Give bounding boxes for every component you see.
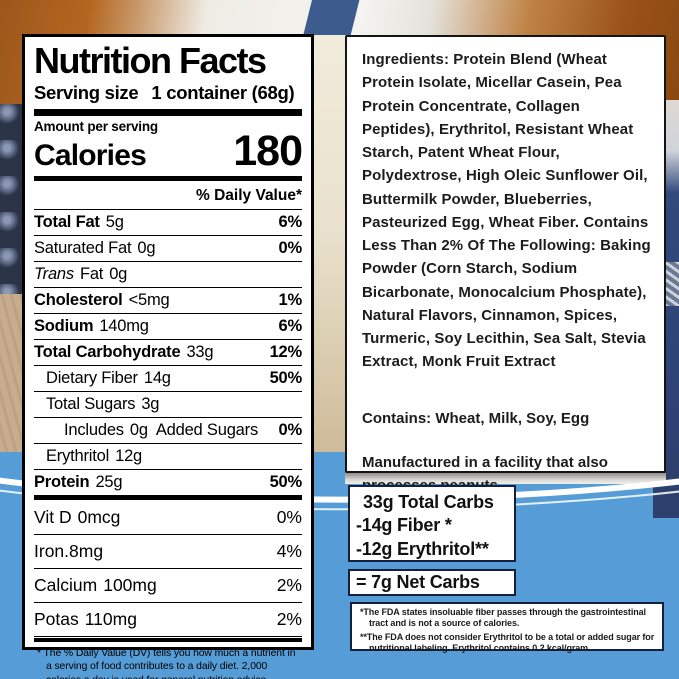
nutrient-amount: 110mg bbox=[84, 608, 137, 629]
thick-divider bbox=[34, 637, 302, 642]
nutrient-name: Vit D bbox=[34, 506, 72, 527]
amount-per-serving-label: Amount per serving bbox=[34, 118, 158, 134]
vitamin-row-calcium: Calcium 100mg 2% bbox=[34, 569, 302, 603]
nutrient-amount: 33g bbox=[186, 343, 214, 362]
nutrient-dv: 2% bbox=[276, 574, 302, 595]
nutrient-name: Total Sugars bbox=[46, 395, 136, 414]
nutrient-amount: <5mg bbox=[128, 291, 170, 310]
placemat-photo bbox=[0, 294, 24, 456]
nutrient-name: Calcium bbox=[34, 574, 98, 595]
nutrient-dv: 6% bbox=[278, 317, 303, 336]
calories-row: Calories 180 bbox=[34, 126, 303, 175]
nutrient-row-protein: Protein 25g 50% bbox=[34, 468, 303, 495]
nutrient-name: Dietary Fiber bbox=[46, 369, 138, 388]
blueberries-photo bbox=[0, 104, 24, 296]
nutrient-name: Saturated Fat bbox=[34, 239, 132, 258]
nutrient-row-dietary-fiber: Dietary Fiber 14g 50% bbox=[34, 364, 303, 391]
carb-math-box: 33g Total Carbs -14g Fiber * -12g Erythr… bbox=[348, 485, 516, 562]
nutrient-amount: 3g bbox=[141, 395, 160, 414]
net-carbs-box: = 7g Net Carbs bbox=[348, 569, 516, 596]
nutrient-dv: 0% bbox=[276, 506, 302, 527]
nutrient-row-total-fat: Total Fat 5g 6% bbox=[34, 210, 302, 235]
nutrient-name: Iron bbox=[34, 540, 65, 561]
nutrient-dv: 6% bbox=[278, 213, 303, 232]
nutrient-name: Sodium bbox=[34, 317, 94, 336]
nutrient-dv: 4% bbox=[276, 540, 302, 561]
nutrient-dv: 0% bbox=[278, 421, 303, 440]
nutrient-dv: 50% bbox=[269, 369, 303, 388]
nutrient-row-trans-fat: Trans Fat 0g bbox=[34, 260, 302, 287]
nutrient-name: Potas bbox=[34, 608, 79, 629]
nutrient-dv: 0% bbox=[278, 239, 303, 258]
nutrient-amount: 0g bbox=[137, 239, 156, 258]
forks-photo bbox=[664, 262, 679, 306]
denim-towel-photo bbox=[664, 100, 679, 524]
nutrient-row-sodium: Sodium 140mg 6% bbox=[34, 312, 303, 339]
nutrition-facts-panel: Nutrition Facts Serving size 1 container… bbox=[22, 34, 314, 679]
fda-fiber-note: *The FDA states insoluable fiber passes … bbox=[360, 607, 646, 629]
nutrient-amount: 0g bbox=[109, 265, 128, 284]
nutrient-amount: 0g bbox=[129, 421, 148, 440]
nutrient-row-cholesterol: Cholesterol <5mg 1% bbox=[34, 286, 303, 313]
plate-edge-photo bbox=[345, 473, 666, 484]
nutrient-row-saturated-fat: Saturated Fat 0g 0% bbox=[34, 234, 303, 261]
nutrient-amount: 12g bbox=[115, 447, 143, 466]
nutrient-amount: 140mg bbox=[99, 317, 149, 336]
vitamin-row-potassium: Potas 110mg 2% bbox=[34, 603, 302, 637]
nutrient-name: Total Carbohydrate bbox=[34, 343, 181, 362]
thick-divider bbox=[34, 175, 302, 181]
nutrient-row-erythritol: Erythritol 12g bbox=[34, 442, 302, 469]
serving-size-label: Serving size bbox=[34, 81, 139, 103]
fda-erythritol-note: **The FDA does not consider Erythritol t… bbox=[360, 631, 655, 653]
nutrient-name: Includes bbox=[64, 421, 124, 440]
daily-value-footnote: * The % Daily Value (DV) tells you how m… bbox=[37, 647, 296, 679]
calories-value: 180 bbox=[233, 126, 303, 175]
nutrient-amount: 100mg bbox=[103, 574, 157, 595]
allergen-contains-text: Contains: Wheat, Milk, Soy, Egg bbox=[362, 409, 590, 427]
nutrient-amount: 25g bbox=[95, 473, 123, 492]
fiber-line: -14g Fiber * bbox=[356, 515, 452, 536]
nutrient-name: Fat bbox=[79, 265, 104, 284]
ingredients-text: Ingredients: Protein Blend (Wheat Protei… bbox=[362, 51, 651, 371]
thick-divider bbox=[34, 108, 302, 116]
vitamin-row-iron: Iron .8mg 4% bbox=[34, 535, 302, 569]
nutrient-name: Trans bbox=[34, 265, 74, 284]
nutrient-dv: 12% bbox=[269, 343, 303, 362]
nutrient-dv: 50% bbox=[269, 473, 303, 492]
vitamin-row-vit-d: Vit D 0mcg 0% bbox=[34, 501, 302, 535]
nutrient-amount: 5g bbox=[105, 213, 124, 232]
nutrient-amount: .8mg bbox=[64, 540, 104, 561]
serving-size-value: 1 container (68g) bbox=[151, 81, 295, 103]
nutrient-name: Protein bbox=[34, 473, 90, 492]
nutrition-facts-title: Nutrition Facts bbox=[34, 40, 267, 81]
erythritol-line: -12g Erythritol** bbox=[356, 538, 489, 559]
nutrient-dv: 2% bbox=[276, 608, 302, 629]
thick-divider bbox=[34, 494, 302, 500]
fda-footnotes-box: *The FDA states insoluable fiber passes … bbox=[350, 602, 664, 653]
daily-value-header: % Daily Value* bbox=[34, 182, 302, 210]
nutrient-name: Total Fat bbox=[34, 213, 100, 232]
pastry-photo bbox=[312, 35, 348, 473]
nutrient-row-total-sugars: Total Sugars 3g bbox=[34, 390, 302, 417]
net-carbs-result: = 7g Net Carbs bbox=[356, 572, 480, 592]
total-carbs-line: 33g Total Carbs bbox=[363, 492, 494, 512]
nutrient-name: Erythritol bbox=[46, 447, 110, 466]
calories-label: Calories bbox=[34, 138, 147, 172]
nutrient-name-suffix: Added Sugars bbox=[155, 421, 258, 440]
nutrient-amount: 0mcg bbox=[77, 506, 121, 527]
nutrient-name: Cholesterol bbox=[34, 291, 123, 310]
nutrient-amount: 14g bbox=[143, 369, 171, 388]
serving-size-row: Serving size 1 container (68g) bbox=[34, 80, 302, 108]
nutrient-row-added-sugars: Includes 0g Added Sugars 0% bbox=[34, 416, 303, 443]
ingredients-panel: Ingredients: Protein Blend (Wheat Protei… bbox=[345, 35, 666, 494]
nutrient-row-total-carbohydrate: Total Carbohydrate 33g 12% bbox=[34, 338, 303, 365]
nutrient-dv: 1% bbox=[278, 291, 303, 310]
